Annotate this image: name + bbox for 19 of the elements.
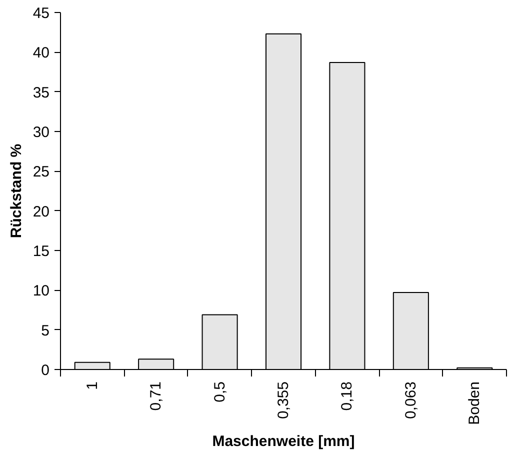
y-tick-label: 45 bbox=[32, 5, 50, 22]
y-tick-label: 10 bbox=[32, 282, 50, 300]
x-tick-label: 0,5 bbox=[211, 381, 228, 402]
y-tick-label: 5 bbox=[41, 322, 50, 340]
x-tick-label: 1 bbox=[84, 382, 101, 390]
x-tick-label: 0,355 bbox=[275, 381, 292, 420]
x-axis-title: Maschenweite [mm] bbox=[212, 432, 355, 450]
y-tick-label: 20 bbox=[32, 203, 50, 220]
y-tick-label: 40 bbox=[32, 44, 50, 62]
y-tick-label: 30 bbox=[32, 124, 50, 141]
x-tick-label: 0,18 bbox=[338, 381, 356, 411]
y-tick-label: 25 bbox=[32, 164, 50, 181]
x-tick-label: 0,71 bbox=[148, 381, 165, 411]
y-tick-label: 35 bbox=[32, 84, 50, 102]
y-tick-label: 15 bbox=[32, 243, 50, 260]
y-axis-title: Rückstand % bbox=[8, 144, 25, 238]
x-tick-label: 0,063 bbox=[402, 381, 420, 420]
y-tick-label: 0 bbox=[41, 362, 50, 379]
x-tick-label: Boden bbox=[466, 382, 484, 425]
